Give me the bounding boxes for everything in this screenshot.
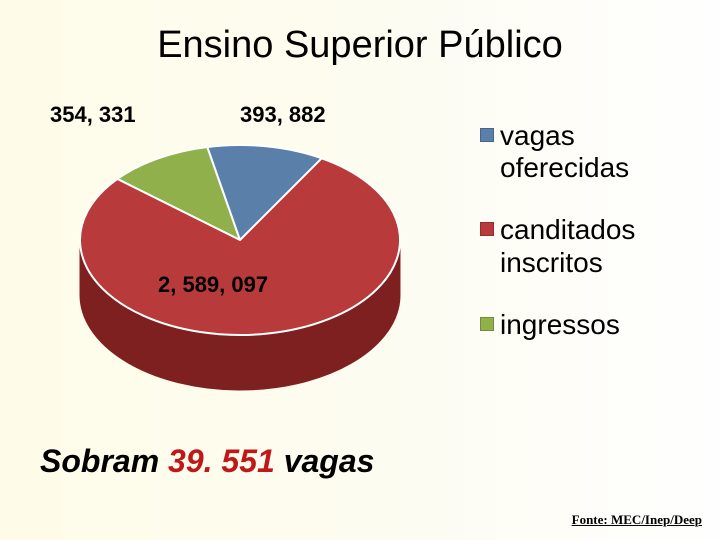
legend-swatch <box>480 317 494 331</box>
data-label-canditados: 2, 589, 097 <box>158 272 268 298</box>
legend-label: ingressos <box>500 309 620 341</box>
legend-item: vagas oferecidas <box>480 120 710 184</box>
summary-suffix: vagas <box>275 443 375 479</box>
legend-label: vagas oferecidas <box>500 120 710 184</box>
legend-item: ingressos <box>480 309 710 341</box>
data-label-ingressos: 354, 331 <box>50 102 136 128</box>
page-title: Ensino Superior Público <box>0 24 720 67</box>
summary-highlight: 39. 551 <box>168 443 275 479</box>
pie-chart: 354, 331393, 8822, 589, 097 <box>40 110 440 410</box>
legend: vagas oferecidas canditados inscritos ingr… <box>480 120 710 371</box>
summary-prefix: Sobram <box>40 443 168 479</box>
legend-swatch <box>480 222 494 236</box>
data-label-vagas: 393, 882 <box>240 102 326 128</box>
legend-item: canditados inscritos <box>480 214 710 278</box>
legend-label: canditados inscritos <box>500 214 710 278</box>
source-citation: Fonte: MEC/Inep/Deep <box>572 512 702 528</box>
legend-swatch <box>480 128 494 142</box>
summary-text: Sobram 39. 551 vagas <box>40 443 374 480</box>
